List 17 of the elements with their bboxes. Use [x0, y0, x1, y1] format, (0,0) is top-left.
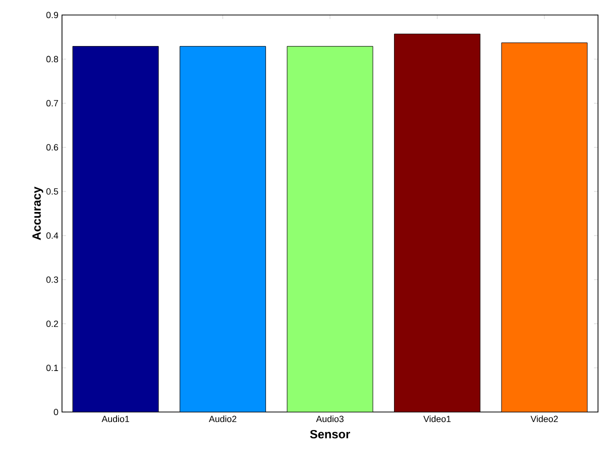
- y-tick-label: 0.9: [46, 12, 58, 18]
- x-tick-label: Video2: [530, 416, 558, 422]
- y-tick-label: 0.5: [46, 188, 58, 195]
- y-tick-label: 0.7: [46, 100, 58, 106]
- y-tick-label: 0.8: [46, 56, 58, 62]
- y-tick-label: 0.3: [46, 276, 58, 283]
- x-tick-label: Video1: [423, 416, 451, 422]
- x-tick-label: Audio1: [102, 416, 130, 422]
- x-axis-title: Sensor: [310, 430, 350, 438]
- y-tick-label: 0: [54, 408, 58, 416]
- x-tick-label: Audio3: [316, 416, 344, 422]
- y-tick-label: 0.6: [46, 144, 58, 151]
- y-tick-label: 0.1: [46, 364, 58, 372]
- x-tick-label: Audio2: [208, 416, 236, 422]
- y-tick-label: 0.2: [46, 320, 58, 327]
- y-tick-label: 0.4: [46, 232, 58, 239]
- y-axis-title: Accuracy: [32, 186, 44, 240]
